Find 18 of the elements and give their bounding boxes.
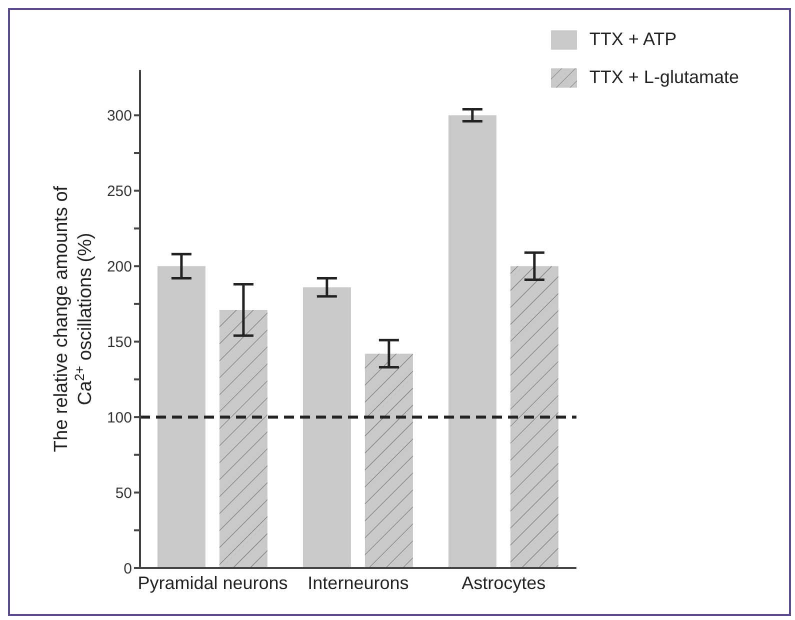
- y-tick-label: 100: [106, 409, 132, 426]
- bar: [364, 354, 413, 568]
- y-tick-label: 50: [115, 484, 132, 502]
- bar: [219, 310, 268, 568]
- bar: [510, 266, 558, 568]
- y-tick-label: 300: [106, 108, 132, 125]
- y-tick-label: 200: [106, 258, 132, 276]
- x-tick-label: Astrocytes: [462, 572, 546, 593]
- bar: [157, 266, 206, 568]
- legend-label: TTX + L-glutamate: [589, 67, 739, 87]
- bar: [448, 115, 496, 568]
- y-tick-label: 150: [106, 334, 132, 351]
- legend-label: TTX + ATP: [589, 29, 677, 49]
- y-tick-label: 0: [124, 560, 132, 578]
- x-tick-label: Interneurons: [308, 572, 409, 593]
- bar: [302, 287, 351, 568]
- x-tick-label: Pyramidal neurons: [138, 572, 288, 593]
- y-tick-label: 250: [106, 183, 132, 200]
